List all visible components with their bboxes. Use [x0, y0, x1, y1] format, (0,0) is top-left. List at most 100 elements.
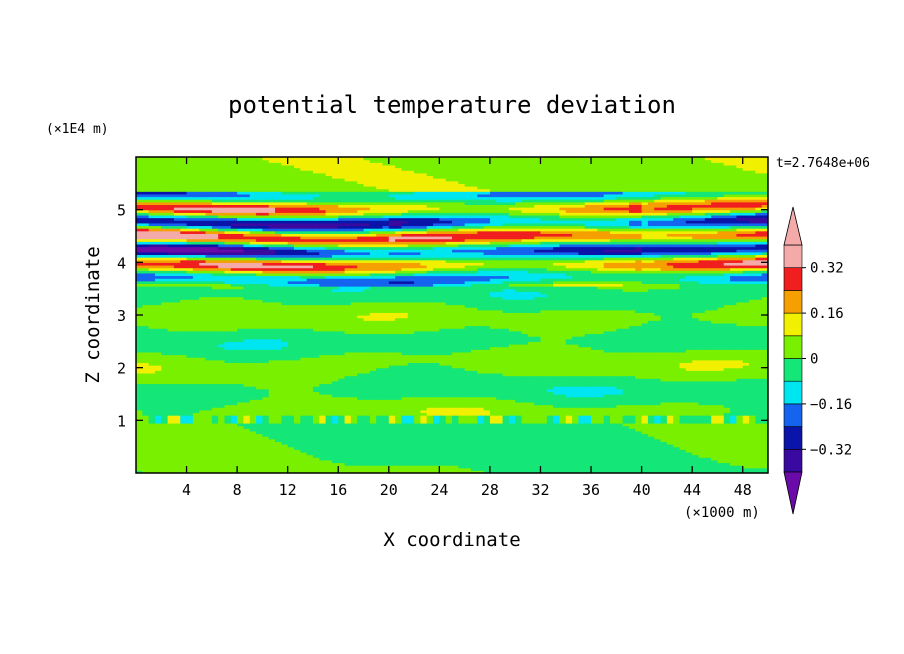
field-cell	[553, 457, 561, 461]
field-cell	[660, 454, 668, 458]
field-cell	[357, 430, 365, 435]
field-cell	[603, 449, 611, 453]
field-cell	[749, 441, 756, 445]
field-cell	[502, 438, 510, 442]
field-cell	[433, 438, 440, 442]
field-cell	[723, 457, 731, 461]
field-cell	[243, 459, 251, 464]
field-cell	[610, 470, 617, 473]
field-cell	[369, 459, 377, 464]
field-cell	[553, 449, 561, 453]
field-cell	[597, 444, 605, 448]
field-cell	[704, 467, 712, 471]
field-cell	[407, 446, 415, 450]
field-cell	[262, 444, 270, 448]
field-cell	[199, 467, 207, 471]
field-cell	[666, 467, 674, 471]
field-cell	[154, 470, 162, 473]
field-cell	[331, 454, 339, 458]
field-cell	[407, 436, 415, 440]
field-cell	[256, 449, 263, 453]
field-cell	[243, 454, 251, 458]
field-cell	[407, 449, 415, 453]
field-cell	[256, 438, 263, 442]
field-cell	[584, 459, 592, 464]
field-cell	[376, 454, 384, 458]
field-cell	[433, 467, 440, 471]
field-cell	[641, 438, 649, 442]
field-cell	[483, 465, 491, 469]
field-cell	[268, 459, 276, 464]
field-cell	[319, 438, 327, 442]
field-cell	[154, 430, 162, 435]
field-cell	[161, 451, 169, 456]
field-cell	[553, 467, 561, 471]
field-cell	[167, 459, 175, 464]
field-cell	[287, 459, 295, 464]
field-cell	[755, 457, 763, 461]
field-cell	[136, 451, 143, 456]
field-cell	[578, 446, 586, 450]
field-cell	[749, 438, 756, 442]
field-cell	[205, 446, 213, 450]
field-cell	[527, 449, 535, 453]
field-cell	[230, 470, 238, 473]
field-cell	[736, 444, 744, 448]
field-cell	[749, 444, 756, 448]
field-cell	[610, 436, 617, 440]
field-cell	[553, 451, 561, 456]
field-cell	[489, 436, 497, 440]
field-cell	[584, 438, 592, 442]
field-cell	[211, 462, 219, 466]
field-cell	[603, 446, 611, 450]
field-cell	[521, 454, 529, 458]
field-cell	[673, 467, 681, 471]
field-cell	[749, 459, 756, 464]
field-cell	[742, 444, 750, 448]
field-cell	[401, 446, 409, 450]
field-cell	[256, 462, 263, 466]
field-cell	[749, 454, 756, 458]
field-cell	[388, 436, 396, 440]
field-cell	[407, 465, 415, 469]
field-cell	[344, 454, 352, 458]
field-cell	[401, 467, 409, 471]
field-cell	[230, 446, 238, 450]
field-cell	[325, 441, 333, 445]
field-cell	[673, 436, 681, 440]
field-cell	[148, 462, 156, 466]
field-cell	[635, 444, 643, 448]
field-cell	[470, 470, 478, 473]
field-cell	[458, 441, 466, 445]
field-cell	[388, 446, 396, 450]
field-cell	[641, 446, 649, 450]
field-cell	[401, 438, 409, 442]
field-cell	[249, 436, 257, 440]
field-cell	[534, 467, 542, 471]
field-cell	[730, 454, 737, 458]
field-cell	[704, 438, 712, 442]
field-cell	[591, 462, 598, 466]
field-cell	[230, 451, 238, 456]
field-cell	[395, 430, 403, 435]
field-cell	[489, 465, 497, 469]
field-cell	[742, 470, 750, 473]
field-cell	[584, 449, 592, 453]
field-cell	[426, 444, 434, 448]
field-cell	[730, 436, 737, 440]
field-cell	[180, 467, 188, 471]
field-cell	[407, 438, 415, 442]
field-cell	[584, 444, 592, 448]
field-cell	[761, 446, 768, 450]
field-cell	[224, 457, 232, 461]
field-cell	[692, 465, 700, 469]
field-cell	[565, 454, 573, 458]
field-cell	[546, 441, 554, 445]
field-cell	[749, 433, 756, 437]
field-cell	[218, 446, 226, 450]
field-cell	[635, 459, 643, 464]
field-cell	[515, 457, 523, 461]
field-cell	[192, 459, 200, 464]
field-cell	[192, 430, 200, 435]
field-cell	[154, 465, 162, 469]
